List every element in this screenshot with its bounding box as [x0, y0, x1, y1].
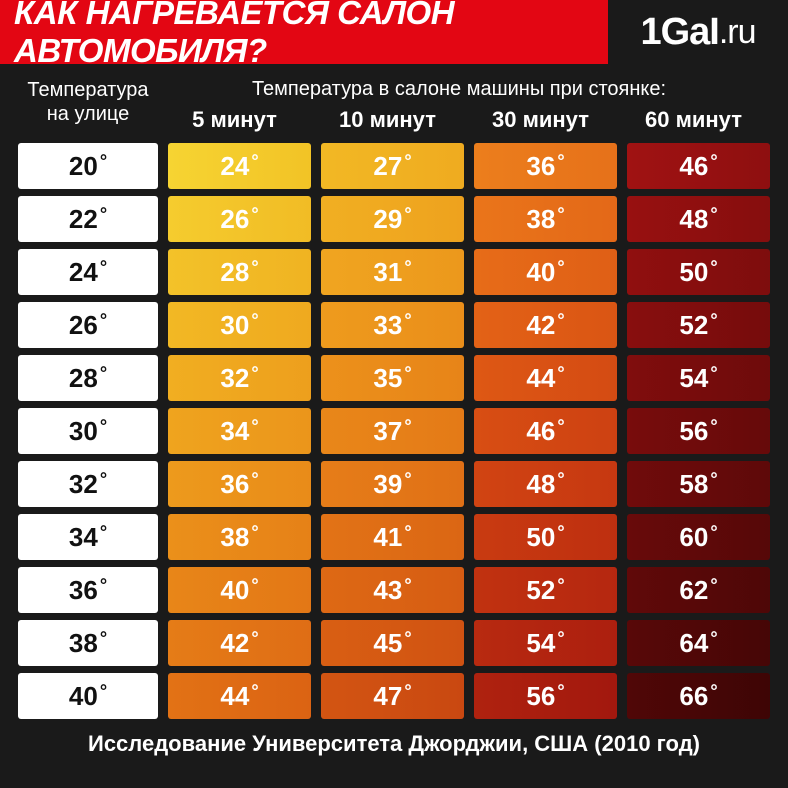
outside-temp-cell: 38° — [18, 620, 158, 666]
inside-temp-cell: 44° — [168, 673, 311, 719]
inside-temp-cell: 45° — [321, 620, 464, 666]
outside-temp-cell: 22° — [18, 196, 158, 242]
outside-temp-cell: 24° — [18, 249, 158, 295]
inside-temp-cell: 48° — [627, 196, 770, 242]
inside-temp-cell: 26° — [168, 196, 311, 242]
inside-temp-cell: 46° — [474, 408, 617, 454]
table-row: 22°26°29°38°48° — [18, 196, 770, 242]
logo-suffix: .ru — [719, 13, 756, 52]
inside-temp-cell: 40° — [474, 249, 617, 295]
outside-header-line1: Температура — [18, 78, 158, 102]
outside-temp-cell: 28° — [18, 355, 158, 401]
inside-temp-cell: 37° — [321, 408, 464, 454]
time-header: 5 минут — [158, 107, 311, 133]
inside-temp-header-wrap: Температура в салоне машины при стоянке:… — [158, 78, 770, 133]
inside-temp-cell: 27° — [321, 143, 464, 189]
inside-temp-cell: 54° — [474, 620, 617, 666]
inside-temp-cell: 29° — [321, 196, 464, 242]
table-row: 28°32°35°44°54° — [18, 355, 770, 401]
inside-temp-cell: 38° — [168, 514, 311, 560]
table-row: 36°40°43°52°62° — [18, 567, 770, 613]
header: КАК НАГРЕВАЕТСЯ САЛОН АВТОМОБИЛЯ? 1GaI.r… — [0, 0, 788, 64]
inside-temp-cell: 43° — [321, 567, 464, 613]
table-row: 26°30°33°42°52° — [18, 302, 770, 348]
outside-temp-cell: 20° — [18, 143, 158, 189]
inside-temp-cell: 56° — [627, 408, 770, 454]
table-row: 40°44°47°56°66° — [18, 673, 770, 719]
inside-temp-cell: 39° — [321, 461, 464, 507]
outside-temp-cell: 36° — [18, 567, 158, 613]
table-row: 34°38°41°50°60° — [18, 514, 770, 560]
inside-temp-cell: 66° — [627, 673, 770, 719]
inside-temp-cell: 54° — [627, 355, 770, 401]
inside-temp-cell: 42° — [474, 302, 617, 348]
column-headers: Температура на улице Температура в салон… — [18, 78, 770, 133]
inside-temp-cell: 52° — [627, 302, 770, 348]
page-title: КАК НАГРЕВАЕТСЯ САЛОН АВТОМОБИЛЯ? — [0, 0, 608, 64]
inside-temp-cell: 64° — [627, 620, 770, 666]
inside-temp-cell: 30° — [168, 302, 311, 348]
inside-temp-cell: 62° — [627, 567, 770, 613]
inside-temp-cell: 34° — [168, 408, 311, 454]
inside-temp-cell: 44° — [474, 355, 617, 401]
logo-main: 1GaI — [640, 11, 718, 54]
inside-temp-cell: 52° — [474, 567, 617, 613]
time-header: 30 минут — [464, 107, 617, 133]
inside-temp-cell: 40° — [168, 567, 311, 613]
footer-source: Исследование Университета Джорджии, США … — [18, 731, 770, 757]
table-row: 24°28°31°40°50° — [18, 249, 770, 295]
inside-temp-cell: 42° — [168, 620, 311, 666]
table-row: 38°42°45°54°64° — [18, 620, 770, 666]
inside-temp-cell: 31° — [321, 249, 464, 295]
site-logo: 1GaI.ru — [608, 0, 788, 64]
content: Температура на улице Температура в салон… — [0, 64, 788, 757]
time-headers: 5 минут 10 минут 30 минут 60 минут — [158, 107, 770, 133]
inside-temp-cell: 41° — [321, 514, 464, 560]
outside-temp-header: Температура на улице — [18, 78, 158, 133]
temperature-table: 20°24°27°36°46°22°26°29°38°48°24°28°31°4… — [18, 143, 770, 719]
inside-temp-cell: 56° — [474, 673, 617, 719]
inside-temp-header: Температура в салоне машины при стоянке: — [158, 78, 770, 101]
time-header: 10 минут — [311, 107, 464, 133]
inside-temp-cell: 28° — [168, 249, 311, 295]
table-row: 32°36°39°48°58° — [18, 461, 770, 507]
inside-temp-cell: 36° — [474, 143, 617, 189]
outside-temp-cell: 26° — [18, 302, 158, 348]
inside-temp-cell: 47° — [321, 673, 464, 719]
inside-temp-cell: 32° — [168, 355, 311, 401]
outside-header-line2: на улице — [18, 102, 158, 126]
inside-temp-cell: 35° — [321, 355, 464, 401]
table-row: 20°24°27°36°46° — [18, 143, 770, 189]
outside-temp-cell: 32° — [18, 461, 158, 507]
inside-temp-cell: 58° — [627, 461, 770, 507]
inside-temp-cell: 48° — [474, 461, 617, 507]
inside-temp-cell: 60° — [627, 514, 770, 560]
inside-temp-cell: 24° — [168, 143, 311, 189]
inside-temp-cell: 50° — [474, 514, 617, 560]
inside-temp-cell: 33° — [321, 302, 464, 348]
inside-temp-cell: 46° — [627, 143, 770, 189]
inside-temp-cell: 36° — [168, 461, 311, 507]
outside-temp-cell: 30° — [18, 408, 158, 454]
time-header: 60 минут — [617, 107, 770, 133]
inside-temp-cell: 50° — [627, 249, 770, 295]
table-row: 30°34°37°46°56° — [18, 408, 770, 454]
inside-temp-cell: 38° — [474, 196, 617, 242]
outside-temp-cell: 40° — [18, 673, 158, 719]
outside-temp-cell: 34° — [18, 514, 158, 560]
